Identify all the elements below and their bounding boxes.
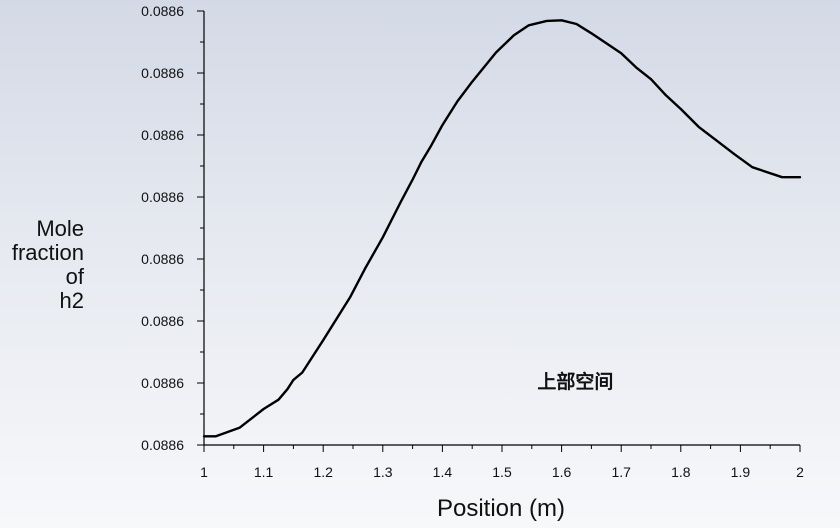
annotations: 上部空间: [537, 370, 613, 393]
x-tick-label: 1.2: [313, 464, 333, 480]
y-axis-title-line: fraction: [12, 240, 84, 265]
annotation-label: 上部空间: [537, 370, 613, 393]
y-tick-label: 0.0886: [141, 313, 184, 329]
x-tick-label: 1.3: [373, 464, 393, 480]
series-line: [202, 19, 802, 438]
y-axis: 0.0886 0.0886 0.0886 0.0886 0.0886 0.0886 0.08…: [141, 3, 205, 453]
y-axis-title-line: of: [66, 264, 85, 289]
x-tick-label: 1.5: [492, 464, 512, 480]
y-tick-label: 0.0886: [141, 3, 184, 19]
y-tick-label: 0.0886: [141, 437, 184, 453]
x-tick-label: 1: [200, 464, 208, 480]
y-tick-label: 0.0886: [141, 65, 184, 81]
x-tick-label: 1.6: [552, 464, 572, 480]
y-tick-label: 0.0886: [141, 127, 184, 143]
x-tick-label: 1.9: [731, 464, 751, 480]
x-tick-label: 1.7: [611, 464, 631, 480]
x-axis: 1 1.1 1.2 1.3 1.4 1.5 1.6 1.7 1.8 1.9 2: [200, 444, 804, 480]
x-tick-label: 2: [796, 464, 804, 480]
series-layer: [202, 19, 802, 438]
x-tick-label: 1.1: [254, 464, 274, 480]
x-tick-label: 1.8: [671, 464, 691, 480]
y-axis-title-line: h2: [60, 288, 84, 313]
y-tick-label: 0.0886: [141, 189, 184, 205]
x-axis-title: Position (m): [437, 495, 565, 522]
y-tick-label: 0.0886: [141, 375, 184, 391]
y-tick-label: 0.0886: [141, 251, 184, 267]
y-axis-title-line: Mole: [36, 216, 84, 241]
x-tick-label: 1.4: [433, 464, 453, 480]
